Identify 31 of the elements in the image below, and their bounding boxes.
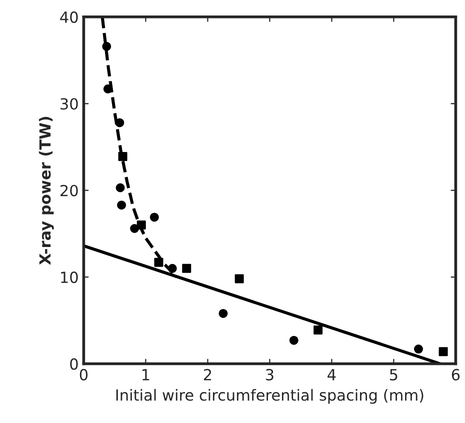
point (154, 258, 164, 267)
point (130, 224, 140, 234)
point (115, 118, 124, 128)
x-tick-label: 5 (390, 369, 398, 380)
x-axis-title: Initial wire circumferential spacing (mm) (116, 388, 424, 404)
point (182, 264, 192, 273)
point (314, 325, 323, 334)
x-tick-label: 3 (266, 368, 274, 380)
x-tick-label: 6 (452, 368, 460, 380)
x-tick-label: 0 (80, 368, 88, 380)
point (289, 336, 298, 345)
point (218, 308, 228, 318)
point (150, 212, 159, 222)
point (102, 42, 112, 51)
y-tick-label: 20 (60, 184, 78, 196)
point (168, 264, 177, 273)
y-tick-label: 30 (60, 98, 78, 110)
point (414, 344, 423, 354)
y-tick-label: 40 (60, 11, 78, 23)
x-tick-label: 2 (204, 368, 212, 380)
x-tick-label: 4 (328, 369, 336, 380)
x-tick-label: 1 (142, 369, 150, 380)
y-axis-title: X-ray power (TW) (38, 116, 54, 265)
point (118, 152, 128, 162)
point (117, 200, 126, 210)
point (116, 183, 125, 192)
point (136, 220, 146, 230)
point (438, 347, 448, 356)
point (234, 274, 244, 284)
y-tick-label: 10 (61, 272, 78, 284)
y-tick-label: 0 (70, 358, 78, 370)
